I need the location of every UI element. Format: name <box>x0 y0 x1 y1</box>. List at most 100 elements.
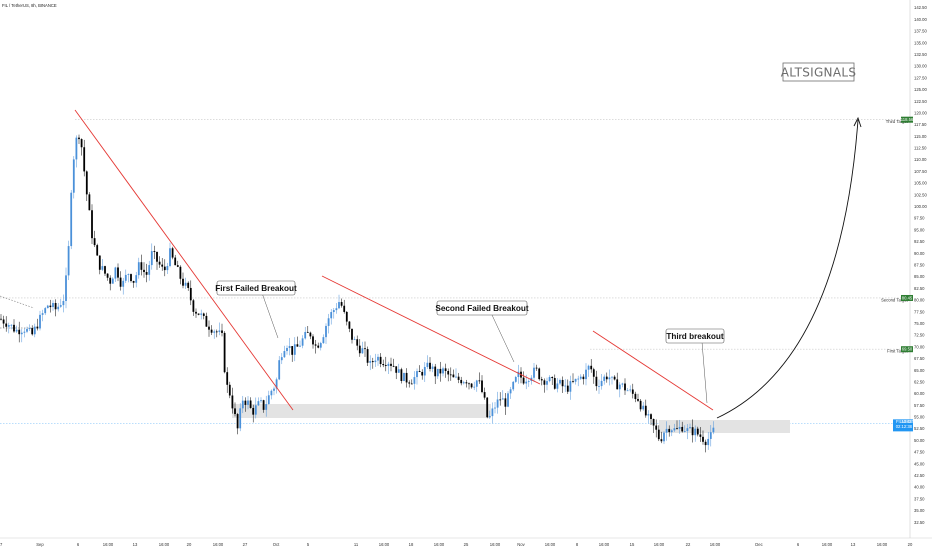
candle-down <box>210 329 213 333</box>
candle-up <box>431 366 434 369</box>
time-tick-label: 16:00 <box>545 542 556 547</box>
candle-up <box>7 325 10 327</box>
candle-up <box>403 372 405 381</box>
candle-down <box>392 365 395 367</box>
candle-down <box>132 280 135 283</box>
candle-down <box>158 261 161 265</box>
candle-up <box>335 308 338 311</box>
current-price-tag <box>893 419 913 432</box>
support-zone-2 <box>659 420 790 433</box>
price-tick-label: 60.00 <box>914 391 925 396</box>
price-tick-label: 32.50 <box>914 520 925 525</box>
candle-down <box>561 379 564 387</box>
candle-up <box>397 369 400 373</box>
price-tick-label: 140.00 <box>914 17 927 22</box>
candle-down <box>291 346 294 355</box>
candle-up <box>20 332 23 335</box>
price-tick-label: 125.00 <box>914 87 927 92</box>
price-tick-label: 90.00 <box>914 251 925 256</box>
candle-down <box>444 368 447 371</box>
price-tick-label: 85.00 <box>914 274 925 279</box>
candle-down <box>98 255 101 270</box>
price-tick-label: 62.50 <box>914 379 925 384</box>
price-tick-label: 142.50 <box>914 5 927 10</box>
callout-third-box <box>665 328 725 344</box>
candle-down <box>85 171 88 195</box>
trendline-2 <box>321 275 541 385</box>
candle-up <box>546 381 548 385</box>
candle-up <box>270 390 273 396</box>
candle-up <box>41 313 44 315</box>
candle-up <box>111 278 114 284</box>
callout-third-text: Third breakout <box>666 332 724 341</box>
candle-up <box>150 251 153 266</box>
candle-down <box>452 374 455 378</box>
candle-up <box>213 331 216 333</box>
candle-up <box>101 266 104 270</box>
candle-up <box>517 371 520 377</box>
price-tick-label: 77.50 <box>914 309 925 314</box>
candle-up <box>327 318 330 326</box>
price-tick-label: 35.00 <box>914 508 925 513</box>
candle-up <box>689 427 691 429</box>
price-tick-label: 40.00 <box>914 485 925 490</box>
candle-up <box>712 427 715 433</box>
candle-up <box>286 347 288 352</box>
time-tick-label: 8 <box>576 542 579 547</box>
time-tick-label: 16:00 <box>654 542 665 547</box>
candle-down <box>202 313 205 316</box>
candle-up <box>496 399 499 408</box>
candle-down <box>540 379 543 381</box>
candle-down <box>624 383 626 391</box>
price-tick-label: 137.50 <box>914 29 927 34</box>
candle-up <box>166 266 169 271</box>
price-tick-label: 55.00 <box>914 415 925 420</box>
brand-watermark: ALTSIGNALS <box>781 62 856 82</box>
price-axis-ticks: 145.00142.50140.00137.50135.00132.50130.… <box>914 5 927 525</box>
candle-down <box>205 315 208 327</box>
time-tick-label: 16:00 <box>213 542 224 547</box>
candle-up <box>585 369 587 380</box>
candle-down <box>187 282 190 288</box>
candle-up <box>114 267 117 279</box>
candle-down <box>691 427 694 436</box>
price-tick-label: 70.00 <box>914 344 925 349</box>
candle-up <box>169 248 171 267</box>
candle-up <box>426 362 429 367</box>
price-tick-label: 47.50 <box>914 450 925 455</box>
price-axis[interactable]: 145.00142.50140.00137.50135.00132.50130.… <box>909 0 927 538</box>
candle-down <box>522 377 525 384</box>
callout-second-pointer <box>491 314 515 363</box>
candle-down <box>231 395 234 409</box>
callout-third-pointer <box>701 341 708 404</box>
candle-up <box>275 379 278 389</box>
candle-down <box>236 414 239 429</box>
candle-up <box>135 275 138 283</box>
candle-up <box>299 345 301 347</box>
candle-down <box>379 356 382 365</box>
candle-down <box>153 251 156 253</box>
candle-up <box>462 382 465 384</box>
candle-down <box>163 266 166 271</box>
plot-area[interactable] <box>0 0 910 538</box>
candle-up <box>670 430 673 433</box>
time-tick-label: 16:00 <box>434 542 445 547</box>
price-tick-label: 75.00 <box>914 321 925 326</box>
time-tick-label: 13 <box>133 542 138 547</box>
candle-down <box>582 376 585 380</box>
callout-third: Third breakout <box>665 328 725 404</box>
price-tick-label: 37.50 <box>914 496 925 501</box>
candle-down <box>171 248 174 258</box>
price-tick-label: 72.50 <box>914 333 925 338</box>
price-tick-label: 92.50 <box>914 239 925 244</box>
candle-down <box>613 376 616 380</box>
candle-down <box>156 252 158 262</box>
candle-up <box>707 438 710 446</box>
time-axis[interactable]: 27 Sep 6 16:00 13 16:00 20 16:00 27 Oct 5 11 16:00 18… <box>0 537 932 547</box>
candle-up <box>611 376 613 378</box>
price-tick-label: 87.50 <box>914 263 925 268</box>
candle-down <box>566 385 569 392</box>
candle-up <box>67 246 70 276</box>
candle-up <box>564 385 567 387</box>
